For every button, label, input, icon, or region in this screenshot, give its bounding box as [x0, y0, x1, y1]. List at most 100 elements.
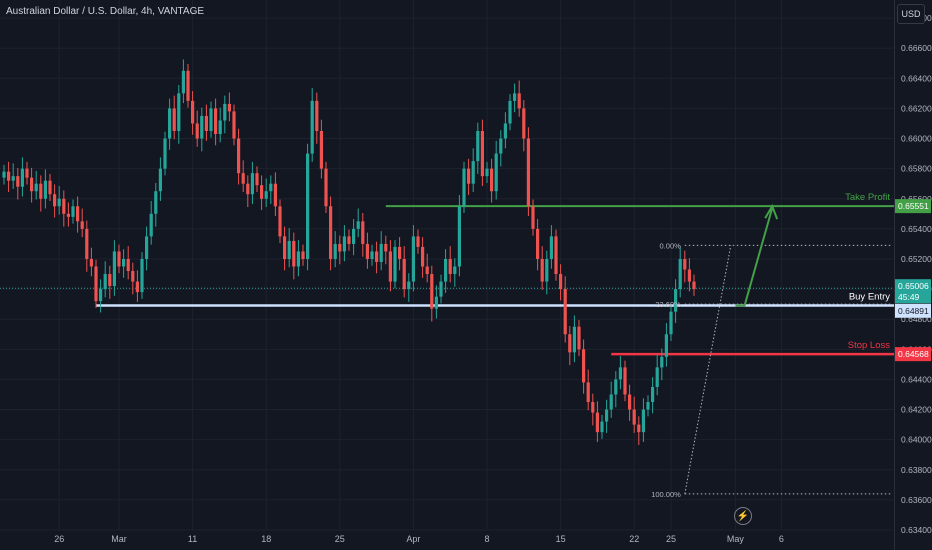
currency-button[interactable]: USD	[897, 4, 925, 24]
stop-loss-label: Stop Loss	[848, 340, 890, 351]
candle-body	[572, 326, 576, 353]
candle-body	[218, 120, 222, 135]
candle-body	[582, 349, 586, 383]
candle-body	[273, 183, 277, 207]
symbol-title: Australian Dollar / U.S. Dollar, 4h, VAN…	[6, 6, 205, 17]
candle-body	[62, 198, 66, 214]
candle-body	[246, 183, 250, 195]
fib-level-label: 0.00%	[660, 241, 682, 250]
fib-level-label: 23.60%	[655, 300, 681, 309]
candle-body	[637, 424, 641, 433]
candle-body	[457, 206, 461, 267]
candle-body	[692, 281, 696, 290]
y-tick-label: 0.66200	[901, 103, 932, 113]
candle-body	[568, 334, 572, 353]
candle-body	[595, 412, 599, 433]
buy-entry-label: Buy Entry	[849, 292, 890, 303]
candle-body	[669, 311, 673, 335]
candle-body	[444, 258, 448, 282]
candle-body	[632, 409, 636, 425]
candle-body	[117, 251, 121, 267]
y-tick-label: 0.65200	[901, 254, 932, 264]
candle-body	[99, 289, 103, 302]
candle-body	[154, 191, 158, 214]
candle-body	[191, 100, 195, 124]
candle-body	[292, 240, 296, 267]
candle-body	[398, 246, 402, 259]
time-axis[interactable]: 26 Mar 11 18 25 Apr 8 15 22 25 May 6	[54, 534, 784, 544]
candle-body	[563, 289, 567, 335]
candle-body	[687, 269, 691, 282]
lightning-icon[interactable]: ⚡	[734, 507, 752, 525]
take-profit-price-tag: 0.65551	[898, 201, 929, 211]
candle-body	[163, 138, 167, 169]
candle-body	[370, 251, 374, 259]
candle-body	[287, 240, 291, 259]
candle-body	[209, 108, 213, 131]
candle-body	[471, 161, 475, 184]
candle-body	[462, 168, 466, 207]
candle-body	[94, 266, 98, 302]
stop-loss-price-tag-bg	[895, 347, 931, 362]
candle-body	[195, 123, 199, 139]
candle-body	[402, 258, 406, 290]
current-price-tag: 0.65006	[898, 281, 929, 291]
candle-body	[605, 409, 609, 422]
y-tick-label: 0.63400	[901, 525, 932, 535]
candle-body	[365, 243, 369, 259]
candle-body	[181, 70, 185, 94]
y-tick-label: 0.65400	[901, 224, 932, 234]
candle-body	[554, 236, 558, 275]
candle-body	[453, 266, 457, 275]
candle-body	[315, 100, 319, 131]
candle-body	[11, 176, 15, 181]
candle-body	[421, 246, 425, 267]
candle-body	[490, 168, 494, 192]
take-profit-label: Take Profit	[845, 192, 890, 203]
candle-body	[586, 382, 590, 403]
candle-body	[108, 274, 112, 287]
candle-body	[536, 228, 540, 259]
x-tick-label: 26	[54, 534, 64, 544]
candle-body	[283, 236, 287, 259]
candle-body	[145, 236, 149, 259]
x-tick-label: 11	[188, 534, 197, 544]
x-tick-label: Mar	[111, 534, 127, 544]
candle-body	[347, 236, 351, 244]
buy-entry-price-tag: 0.64891	[898, 306, 929, 316]
candle-body	[559, 274, 563, 290]
candle-body	[379, 243, 383, 262]
stop-loss-price-tag: 0.64568	[898, 349, 929, 359]
candle-body	[296, 251, 300, 267]
candle-body	[660, 356, 664, 368]
y-tick-label: 0.66000	[901, 134, 932, 144]
candle-body	[393, 246, 397, 282]
candle-body	[333, 243, 337, 259]
candle-body	[628, 394, 632, 410]
candle-body	[310, 100, 314, 154]
candle-body	[204, 115, 208, 131]
candle-body	[25, 168, 29, 178]
x-tick-label: Apr	[406, 534, 420, 544]
candle-body	[76, 206, 80, 222]
candle-body	[517, 93, 521, 109]
candle-body	[641, 409, 645, 433]
x-tick-label: 22	[629, 534, 639, 544]
y-tick-label: 0.64400	[901, 374, 932, 384]
candle-body	[278, 206, 282, 237]
candle-body	[250, 173, 254, 195]
candle-body	[526, 138, 530, 207]
candle-body	[48, 180, 52, 195]
candle-body	[384, 243, 388, 252]
candle-body	[186, 70, 190, 101]
candle-body	[609, 394, 613, 410]
y-tick-label: 0.66600	[901, 43, 932, 53]
price-axis[interactable]: 0.668000.666000.664000.662000.660000.658…	[901, 13, 932, 535]
x-tick-label: 8	[484, 534, 489, 544]
candle-body	[545, 258, 549, 282]
candle-body	[513, 93, 517, 101]
x-tick-label: May	[727, 534, 745, 544]
candle-body	[416, 236, 420, 247]
candle-body	[329, 206, 333, 259]
